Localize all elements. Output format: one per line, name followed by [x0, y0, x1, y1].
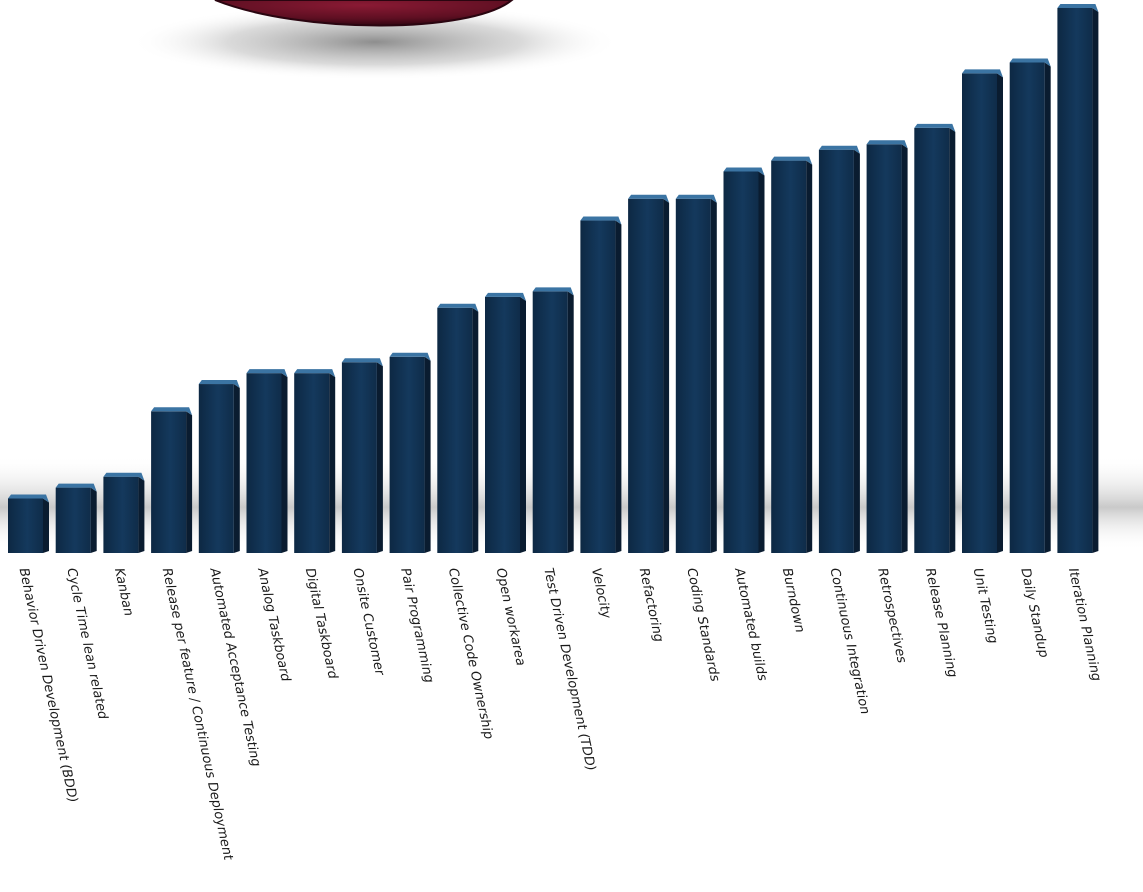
bar-18	[866, 144, 902, 553]
bar-1	[55, 487, 91, 553]
bar-15	[723, 171, 759, 553]
bar-side-12	[615, 220, 622, 554]
bar-22	[1057, 8, 1093, 553]
bar-side-9	[472, 307, 479, 553]
bar-top-5	[246, 369, 288, 378]
bar-top-8	[389, 352, 431, 361]
bar-top-2	[103, 472, 145, 481]
bar-top-12	[580, 216, 622, 225]
bar-side-16	[806, 160, 813, 553]
bar-6	[294, 373, 330, 553]
category-label-17: Continuous Integration	[826, 567, 872, 716]
bar-4	[198, 384, 234, 553]
bar-side-8	[424, 356, 431, 553]
bar-top-15	[723, 167, 765, 176]
bar-top-7	[341, 358, 383, 367]
bar-21	[1009, 62, 1045, 553]
bar-side-7	[376, 362, 383, 553]
bar-20	[962, 73, 997, 554]
bar-top-22	[1057, 4, 1099, 12]
category-label-11: Test Driven Development (TDD)	[540, 567, 598, 773]
category-label-7: Onsite Customer	[349, 567, 387, 679]
decorative-sphere	[214, 0, 514, 27]
bar-side-0	[43, 498, 49, 553]
bar-side-21	[1044, 62, 1051, 553]
bar-top-11	[532, 287, 574, 296]
bar-12	[580, 220, 616, 554]
bar-top-6	[294, 369, 336, 378]
bar-14	[675, 198, 711, 553]
bar-top-20	[962, 69, 1003, 78]
bar-top-1	[55, 483, 97, 492]
bar-13	[628, 198, 664, 553]
bar-16	[771, 160, 807, 553]
bar-side-6	[329, 373, 336, 553]
bar-side-1	[90, 487, 97, 553]
bar-9	[437, 307, 473, 553]
bar-top-10	[485, 292, 526, 301]
category-label-22: Iteration Planning	[1065, 567, 1104, 683]
bar-side-22	[1092, 8, 1099, 553]
category-labels-group: Behavior Driven Development (BDD)Cycle T…	[16, 566, 1104, 863]
category-label-12: Velocity	[588, 567, 613, 621]
bar-top-19	[914, 123, 956, 132]
bar-top-0	[8, 494, 49, 503]
bar-side-18	[901, 144, 908, 553]
bar-side-11	[567, 291, 574, 553]
bar-side-20	[997, 73, 1003, 554]
bar-5	[246, 373, 282, 553]
category-label-15: Automated builds	[731, 566, 770, 683]
sphere-shadow	[130, 4, 620, 80]
bar-top-14	[675, 194, 717, 203]
category-label-8: Pair Programming	[397, 567, 436, 685]
bar-side-19	[949, 127, 956, 554]
bar-side-10	[520, 296, 526, 553]
bar-side-3	[186, 411, 193, 553]
category-label-14: Coding Standards	[683, 567, 722, 683]
bar-top-18	[866, 140, 908, 149]
bar-top-3	[151, 407, 193, 416]
bar-side-13	[663, 198, 670, 553]
bar-top-21	[1009, 58, 1051, 67]
bar-top-4	[198, 380, 240, 389]
bar-11	[532, 291, 568, 553]
bar-top-16	[771, 156, 813, 165]
bar-side-2	[138, 476, 145, 553]
bar-2	[103, 476, 139, 553]
bar-17	[818, 149, 854, 553]
bar-3	[151, 411, 187, 553]
category-label-5: Analog Taskboard	[254, 566, 293, 684]
category-label-6: Digital Taskboard	[302, 567, 340, 681]
bar-top-13	[628, 194, 670, 203]
category-label-21: Daily Standup	[1017, 567, 1051, 659]
category-label-16: Burndown	[779, 567, 807, 635]
bar-top-9	[437, 303, 479, 312]
bar-19	[914, 127, 950, 554]
category-label-20: Unit Testing	[970, 567, 1001, 645]
bar-side-15	[758, 171, 765, 553]
bar-side-4	[233, 384, 240, 553]
bar-side-14	[710, 198, 717, 553]
bar-7	[341, 362, 377, 553]
category-label-19: Release Planning	[922, 567, 960, 679]
category-label-4: Automated Acceptance Testing	[206, 566, 263, 768]
category-label-9: Collective Code Ownership	[445, 567, 496, 741]
bar-10	[485, 296, 520, 553]
category-label-18: Retrospectives	[874, 567, 909, 665]
bar-top-17	[818, 145, 860, 154]
bar-8	[389, 356, 425, 553]
category-label-2: Kanban	[111, 567, 136, 618]
bar-side-17	[853, 149, 860, 553]
bars-group	[8, 4, 1099, 554]
category-label-13: Refactoring	[636, 567, 666, 644]
bar-0	[8, 498, 43, 553]
category-label-10: Open workarea	[493, 567, 528, 668]
bar-side-5	[281, 373, 288, 553]
category-label-1: Cycle Time lean related	[63, 567, 110, 722]
